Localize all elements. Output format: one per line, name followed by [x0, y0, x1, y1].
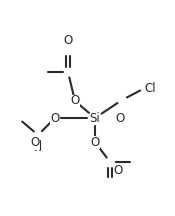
Text: Si: Si [90, 111, 100, 124]
Text: O: O [70, 95, 80, 108]
Text: O: O [63, 33, 73, 46]
Text: O: O [113, 164, 123, 176]
Text: O: O [90, 135, 100, 149]
Text: O: O [50, 111, 60, 124]
Text: Cl: Cl [144, 81, 156, 95]
Text: O: O [115, 111, 125, 124]
Text: O: O [30, 137, 40, 149]
